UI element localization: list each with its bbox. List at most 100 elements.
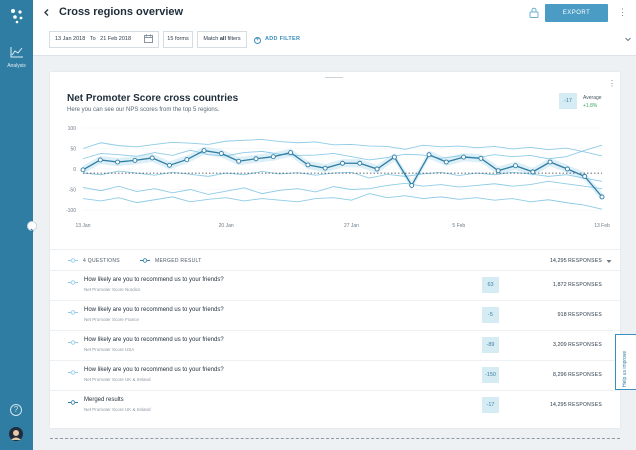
merged-point xyxy=(530,169,536,175)
question-responses: 14,295 RESPONSES xyxy=(520,402,602,408)
forms-selector[interactable]: 15 forms xyxy=(163,31,193,48)
lock-icon[interactable] xyxy=(529,7,539,18)
question-subtitle: Net Promoter Score USA xyxy=(84,347,135,352)
merged-point xyxy=(236,158,242,164)
merged-point xyxy=(443,159,449,165)
merged-point xyxy=(391,154,397,160)
average-label: Average xyxy=(583,95,602,101)
merged-point xyxy=(305,162,311,168)
next-card-placeholder xyxy=(50,438,620,450)
series-line-2 xyxy=(82,144,603,161)
merged-point xyxy=(322,165,328,171)
card-more-options-icon[interactable]: ⋮ xyxy=(608,79,616,88)
y-tick-label: -50 xyxy=(69,188,76,194)
question-row[interactable]: How likely are you to recommend us to yo… xyxy=(50,301,620,331)
merged-line-icon xyxy=(140,258,150,263)
merged-result-row[interactable]: Merged results Net Promoter Score UK & I… xyxy=(50,391,620,421)
question-row[interactable]: How likely are you to recommend us to yo… xyxy=(50,361,620,391)
sidebar-expand-button[interactable] xyxy=(27,221,37,234)
merged-point xyxy=(132,157,138,163)
sidebar-item-analysis-label[interactable]: Analysis xyxy=(7,63,26,69)
average-delta: +1.8% xyxy=(583,103,598,109)
question-responses: 3,209 RESPONSES xyxy=(520,342,602,348)
match-suffix: filters xyxy=(227,36,241,42)
responses-unit: RESPONSES xyxy=(568,282,602,288)
merged-point xyxy=(218,150,224,156)
question-score-badge: -89 xyxy=(482,337,499,353)
date-to-label: To xyxy=(89,36,96,42)
y-tick-label: 0 xyxy=(73,167,76,173)
series-line-1 xyxy=(82,139,603,157)
export-button[interactable]: EXPORT xyxy=(545,4,608,22)
legend-merged-label[interactable]: MERGED RESULT xyxy=(155,258,202,264)
merged-point xyxy=(478,155,484,161)
question-text: How likely are you to recommend us to yo… xyxy=(84,367,224,373)
date-range-field[interactable]: 13 Jan 2018 To 21 Feb 2018 xyxy=(49,31,159,48)
add-filter-button[interactable]: + ADD FILTER xyxy=(254,36,300,44)
total-responses-unit: RESPONSES xyxy=(568,258,602,264)
total-responses-value: 14,295 xyxy=(549,258,567,264)
question-text: How likely are you to recommend us to yo… xyxy=(84,277,224,283)
merged-point xyxy=(599,194,605,200)
match-selector[interactable]: Match all filters xyxy=(197,31,247,48)
date-from: 13 Jan 2018 xyxy=(55,36,86,42)
series-line-4 xyxy=(82,180,603,195)
chevron-down-icon[interactable] xyxy=(606,259,612,264)
series-line-icon xyxy=(68,370,78,375)
merged-point xyxy=(201,148,207,153)
series-line-5 xyxy=(82,193,603,210)
question-responses: 918 RESPONSES xyxy=(520,312,602,318)
question-responses: 1,872 RESPONSES xyxy=(520,282,602,288)
merged-point xyxy=(547,159,553,165)
more-options-icon[interactable]: ⋮ xyxy=(618,7,627,17)
responses-value: 8,296 xyxy=(552,372,567,378)
match-prefix: Match xyxy=(203,36,219,42)
card-subtitle: Here you can see our NPS scores from the… xyxy=(67,107,220,113)
question-subtitle: Net Promoter Score UK & Ireland xyxy=(84,377,151,382)
question-row[interactable]: How likely are you to recommend us to yo… xyxy=(50,271,620,301)
average-score-badge: -17 xyxy=(559,93,577,109)
merged-point xyxy=(270,154,276,160)
feedback-tab[interactable]: Help us improve xyxy=(615,334,636,390)
y-tick-label: 100 xyxy=(68,126,77,132)
responses-value: 918 xyxy=(557,312,567,318)
x-tick-label: 27 Jan xyxy=(344,223,359,229)
merged-point xyxy=(357,160,363,166)
page-title: Cross regions overview xyxy=(59,6,184,18)
merged-point xyxy=(115,159,121,165)
merged-point xyxy=(495,168,501,174)
chart-line-icon[interactable] xyxy=(10,46,24,58)
calendar-icon[interactable] xyxy=(144,34,153,43)
merged-point xyxy=(461,154,467,160)
responses-value: 3,209 xyxy=(552,342,567,348)
merged-point xyxy=(253,156,259,162)
total-responses: 14,295 RESPONSES xyxy=(546,258,602,264)
series-line-icon xyxy=(68,280,78,285)
question-score-badge: -17 xyxy=(482,397,499,413)
logo-icon[interactable] xyxy=(9,8,25,24)
help-icon[interactable]: ? xyxy=(10,404,22,416)
responses-unit: RESPONSES xyxy=(568,312,602,318)
merged-point xyxy=(340,160,345,166)
back-button[interactable] xyxy=(43,8,53,18)
question-responses: 8,296 RESPONSES xyxy=(520,372,602,378)
responses-unit: RESPONSES xyxy=(568,402,602,408)
series-line-icon xyxy=(68,258,78,263)
legend-questions-label[interactable]: 4 QUESTIONS xyxy=(83,258,120,264)
responses-value: 1,872 xyxy=(552,282,567,288)
merged-point xyxy=(513,163,518,169)
merged-line-icon xyxy=(68,400,78,405)
drag-handle[interactable] xyxy=(325,77,343,78)
responses-unit: RESPONSES xyxy=(568,342,602,348)
question-subtitle: Net Promoter Score UK & Ireland xyxy=(84,407,151,412)
avatar[interactable] xyxy=(9,427,23,441)
x-tick-label: 13 Feb xyxy=(594,223,610,229)
merged-point xyxy=(80,167,86,173)
chevron-down-icon[interactable] xyxy=(624,35,632,43)
chevron-left-icon xyxy=(44,9,49,16)
question-row[interactable]: How likely are you to recommend us to yo… xyxy=(50,331,620,361)
chevron-right-icon xyxy=(30,228,34,234)
question-subtitle: Net Promoter Score France xyxy=(84,317,140,322)
nps-line-chart: 100 50 0 -50 -100 13 Jan 20 Jan 27 Jan 5 Feb 13 F… xyxy=(66,126,610,229)
y-tick-label: 50 xyxy=(70,147,76,153)
